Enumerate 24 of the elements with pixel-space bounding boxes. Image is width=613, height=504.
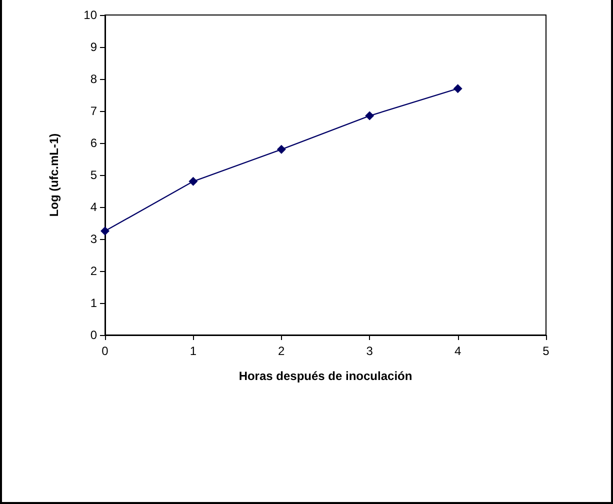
y-tick-label: 7 — [90, 104, 98, 118]
y-tick-label: 1 — [90, 296, 98, 310]
point — [365, 111, 374, 120]
y-tick-label: 5 — [90, 168, 98, 182]
y-tick-label: 9 — [90, 40, 98, 54]
y-tick-label: 0 — [90, 328, 98, 342]
y-tick-label: 2 — [90, 264, 98, 278]
y-tick-label: 3 — [90, 232, 98, 246]
x-tick-label: 2 — [278, 344, 286, 358]
point — [100, 226, 110, 236]
y-tick-label: 4 — [90, 200, 98, 214]
x-tick-label: 0 — [102, 344, 109, 358]
x-tick-label: 3 — [366, 344, 374, 358]
x-axis-title: Horas después de inoculación — [238, 369, 412, 383]
y-axis-title: Log (ufc.mL-1) — [47, 133, 61, 217]
point — [188, 176, 198, 186]
y-tick-label: 6 — [90, 136, 98, 150]
x-tick-label: 5 — [542, 344, 550, 358]
point — [453, 84, 462, 94]
y-tick-label: 8 — [90, 72, 98, 86]
point — [276, 144, 286, 154]
y-tick-label: 10 — [84, 8, 98, 22]
x-tick-label: 1 — [190, 344, 197, 358]
x-tick-label: 4 — [454, 344, 462, 358]
